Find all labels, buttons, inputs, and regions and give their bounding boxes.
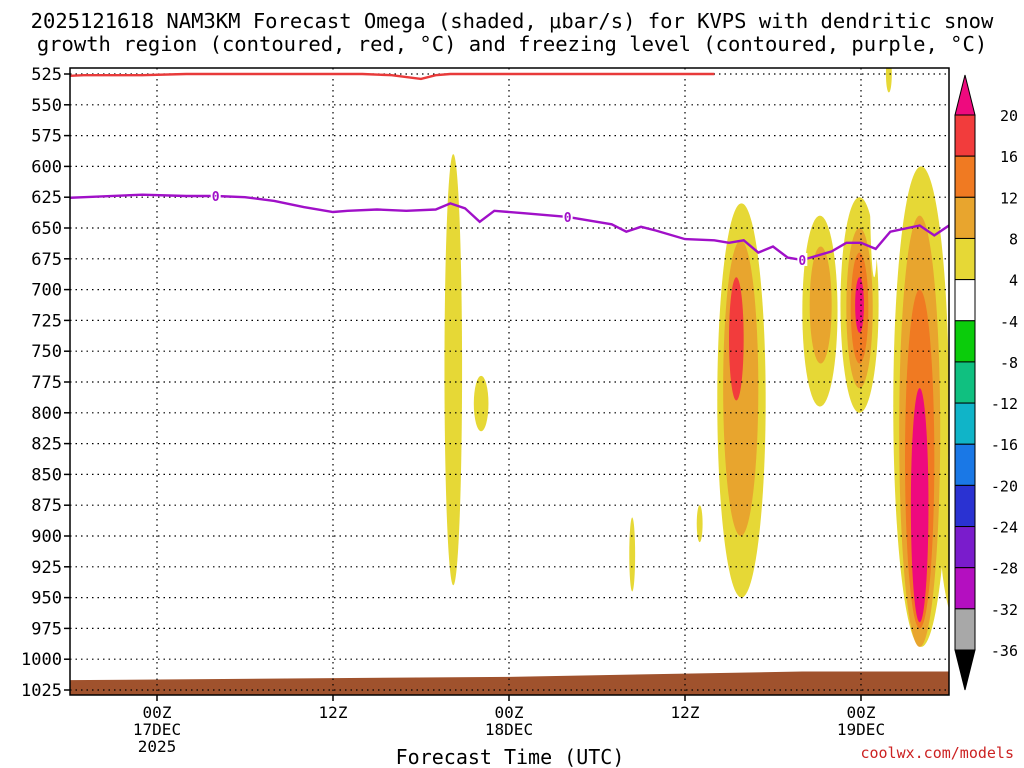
colorbar-label: -8 bbox=[1000, 354, 1018, 372]
colorbar-label: -4 bbox=[1000, 313, 1018, 331]
dgz-contour bbox=[70, 72, 715, 81]
omega-downward-area bbox=[852, 74, 861, 99]
colorbar-bin bbox=[954, 196, 976, 239]
freezing-level-contour-label-bg bbox=[210, 188, 221, 202]
y-tick-label: 825 bbox=[31, 435, 62, 455]
y-tick-label: 1000 bbox=[21, 650, 62, 670]
ground-surface bbox=[70, 671, 949, 695]
colorbar-bin bbox=[954, 320, 976, 363]
omega-upward-area bbox=[940, 456, 949, 610]
omega-downward-area bbox=[890, 566, 895, 580]
colorbar-label: 16 bbox=[1000, 148, 1018, 166]
x-tick-label: 00Z bbox=[495, 703, 524, 722]
colorbar-label: -20 bbox=[991, 477, 1018, 495]
colorbar-label: -36 bbox=[991, 642, 1018, 660]
colorbar-label: -16 bbox=[991, 436, 1018, 454]
colorbar-bin bbox=[954, 361, 976, 404]
freezing-level-contour-label: 0 bbox=[798, 254, 806, 269]
colorbar-label: -32 bbox=[991, 601, 1018, 619]
y-tick-label: 600 bbox=[31, 157, 62, 177]
omega-upward-area bbox=[910, 388, 929, 623]
y-tick-label: 575 bbox=[31, 127, 62, 147]
y-tick-label: 875 bbox=[31, 496, 62, 516]
colorbar-bin bbox=[954, 114, 976, 157]
y-tick-label: 775 bbox=[31, 373, 62, 393]
y-tick-label: 975 bbox=[31, 619, 62, 639]
x-tick-label: 12Z bbox=[671, 703, 700, 722]
y-tick-label: 1025 bbox=[21, 681, 62, 701]
omega-upward-area bbox=[729, 277, 744, 401]
y-tick-label: 800 bbox=[31, 404, 62, 424]
freezing-level-contour bbox=[70, 193, 949, 262]
colorbar-bin bbox=[954, 279, 976, 322]
y-tick-label: 675 bbox=[31, 250, 62, 270]
colorbar-over-arrow bbox=[954, 74, 976, 116]
colorbar-bin bbox=[954, 155, 976, 198]
omega-upward-area bbox=[723, 240, 759, 536]
colorbar-bin bbox=[954, 443, 976, 486]
omega-upward-area bbox=[473, 375, 489, 432]
y-tick-label: 950 bbox=[31, 589, 62, 609]
omega-upward-area bbox=[855, 277, 864, 333]
omega-upward-area bbox=[444, 154, 463, 586]
colorbar-label: 4 bbox=[1009, 272, 1018, 290]
watermark: coolwx.com/models bbox=[860, 744, 1014, 762]
x-axis-label: Forecast Time (UTC) bbox=[396, 745, 625, 768]
omega-downward-area bbox=[347, 375, 360, 512]
colorbar-bin bbox=[954, 484, 976, 528]
colorbar-under-arrow bbox=[954, 649, 976, 691]
omega-downward-area bbox=[831, 400, 853, 641]
y-tick-label: 625 bbox=[31, 188, 62, 208]
y-tick-label: 925 bbox=[31, 558, 62, 578]
y-tick-label: 650 bbox=[31, 219, 62, 239]
colorbar-label: -28 bbox=[991, 560, 1018, 578]
colorbar-bin bbox=[954, 608, 976, 651]
freezing-level-contour-label: 0 bbox=[212, 190, 220, 205]
colorbar-bin bbox=[954, 237, 976, 281]
omega-upward-area bbox=[696, 505, 703, 543]
y-tick-label: 700 bbox=[31, 281, 62, 301]
x-tick-label: 00Z bbox=[143, 703, 172, 722]
colorbar-bin bbox=[954, 402, 976, 445]
colorbar-label: -24 bbox=[991, 519, 1018, 537]
omega-downward-area bbox=[808, 68, 823, 161]
freezing-level-contour-label: 0 bbox=[564, 211, 572, 226]
freezing-level-contour-label-bg bbox=[562, 209, 573, 223]
omega-upward-area bbox=[809, 246, 832, 364]
x-tick-label: 17DEC bbox=[133, 720, 181, 739]
colorbar-bin bbox=[954, 567, 976, 610]
chart-title-line-1: 2025121618 NAM3KM Forecast Omega (shaded… bbox=[30, 9, 994, 33]
omega-downward-area bbox=[861, 499, 882, 610]
colorbar-label: 8 bbox=[1009, 230, 1018, 248]
y-tick-label: 900 bbox=[31, 527, 62, 547]
x-tick-label: 2025 bbox=[138, 737, 177, 756]
omega-downward-area bbox=[318, 542, 333, 598]
omega-upward-area bbox=[629, 517, 636, 592]
x-tick-label: 19DEC bbox=[837, 720, 885, 739]
y-tick-label: 525 bbox=[31, 65, 62, 85]
x-tick-label: 12Z bbox=[319, 703, 348, 722]
y-tick-label: 750 bbox=[31, 342, 62, 362]
omega-downward-area bbox=[726, 68, 741, 120]
y-tick-label: 550 bbox=[31, 96, 62, 116]
colorbar-label: 20 bbox=[1000, 107, 1018, 125]
omega-downward-area bbox=[869, 68, 879, 278]
freezing-level-contour-label-bg bbox=[797, 253, 808, 267]
chart-title-line-2: growth region (contoured, red, °C) and f… bbox=[36, 32, 988, 56]
colorbar-bin bbox=[954, 526, 976, 569]
omega-downward-area bbox=[655, 499, 671, 592]
x-tick-label: 18DEC bbox=[485, 720, 533, 739]
colorbar-label: -12 bbox=[991, 395, 1018, 413]
y-tick-label: 725 bbox=[31, 311, 62, 331]
colorbar-label: 12 bbox=[1000, 189, 1018, 207]
omega-downward-area bbox=[643, 332, 662, 463]
x-tick-label: 00Z bbox=[847, 703, 876, 722]
y-tick-label: 850 bbox=[31, 465, 62, 485]
